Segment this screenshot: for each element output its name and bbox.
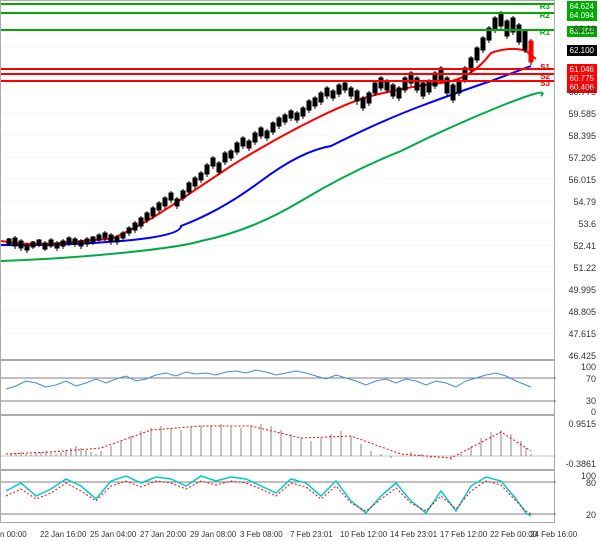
price-panel[interactable]: R3 R2 R1 S1 S2 S3 64.624 64.094 63.190 6… — [0, 0, 555, 360]
y-axis-ind2: 0.9515 -0.3861 — [556, 415, 598, 470]
s1-label: S1 — [540, 63, 550, 72]
rsi-panel[interactable] — [0, 360, 555, 415]
price-chart-svg — [1, 1, 556, 361]
s1-line — [1, 68, 554, 70]
stochastic-panel[interactable] — [0, 470, 555, 523]
r3-label: R3 — [540, 2, 550, 11]
r2-line — [1, 12, 554, 14]
s3-label: S3 — [540, 79, 550, 88]
macd-panel[interactable] — [0, 415, 555, 470]
r1-label: R1 — [540, 28, 550, 37]
r3-line — [1, 3, 554, 5]
y-axis-ind1: 100 70 30 0 — [556, 360, 598, 415]
s2-line — [1, 73, 554, 75]
s3-line — [1, 80, 554, 82]
macd-svg — [1, 416, 556, 471]
y-axis-ind3: 100 80 20 — [556, 470, 598, 523]
x-axis: n 00:00 22 Jan 16:00 25 Jan 04:00 27 Jan… — [0, 523, 555, 541]
financial-chart: R3 R2 R1 S1 S2 S3 64.624 64.094 63.190 6… — [0, 0, 600, 541]
r2-label: R2 — [540, 11, 550, 20]
r1-line — [1, 29, 554, 31]
y-axis-main: 63.19 60.775 59.585 58.395 57.205 56.015… — [556, 0, 598, 360]
rsi-svg — [1, 361, 556, 416]
stoch-svg — [1, 471, 556, 524]
